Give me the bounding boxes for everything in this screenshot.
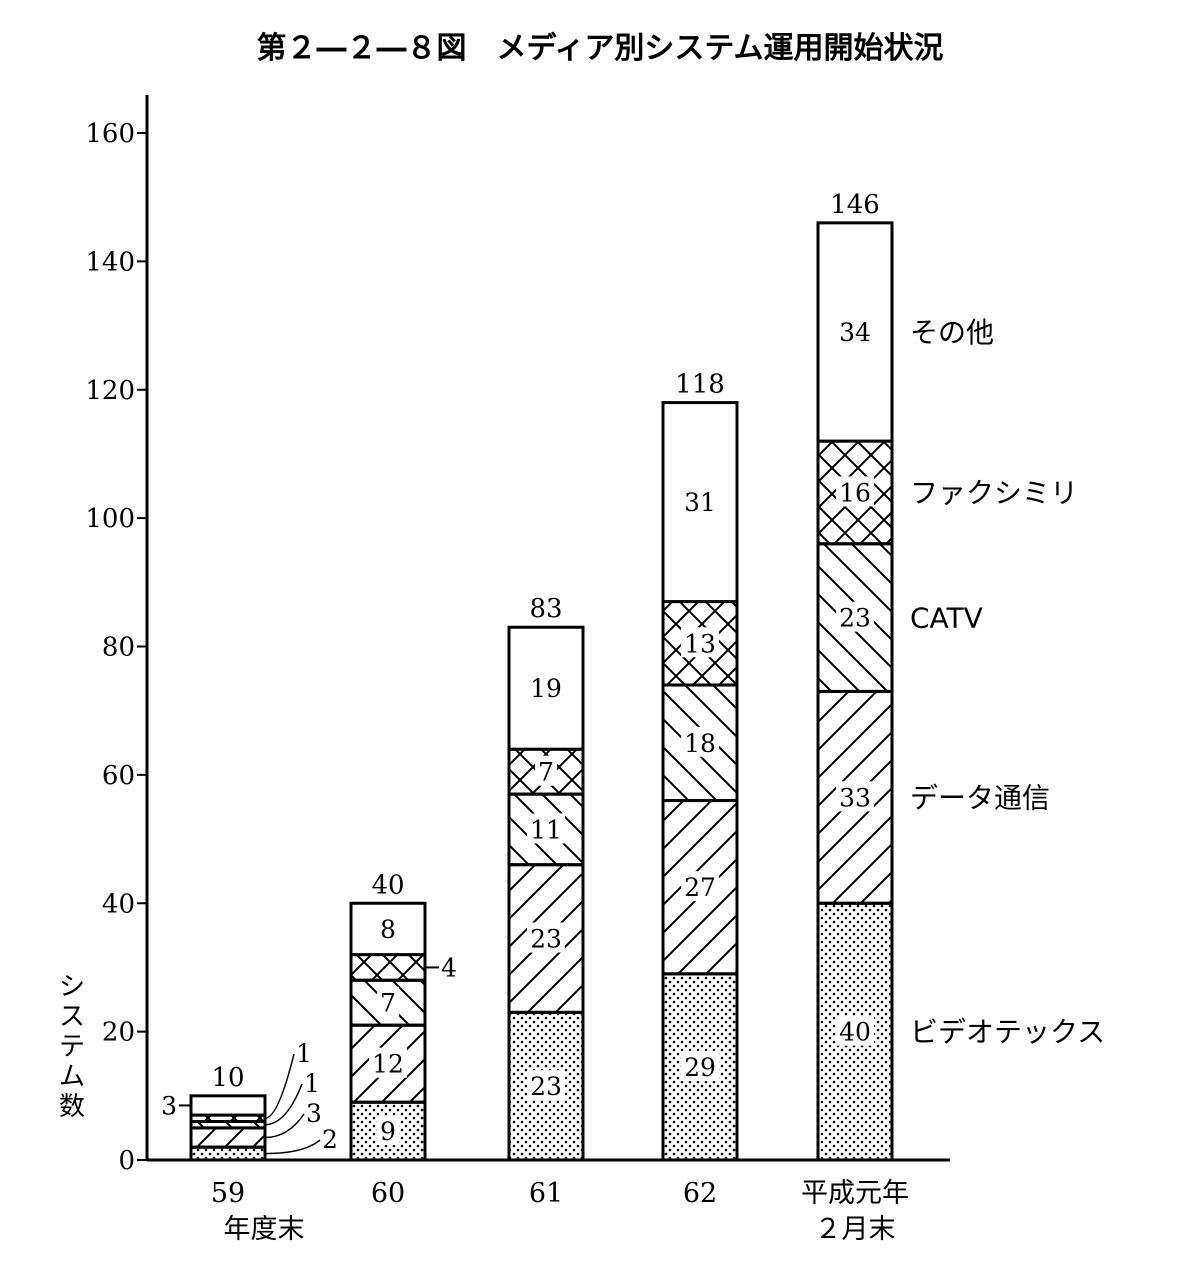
leader-line	[264, 1113, 305, 1139]
legend-label: その他	[910, 316, 994, 349]
segment-value-label: 7	[380, 989, 396, 1018]
bar-segment	[349, 953, 427, 982]
y-tick-label: 20	[102, 1018, 135, 1048]
leader-line	[264, 1083, 303, 1126]
label-background	[681, 627, 719, 658]
legend-label: ビデオテックス	[910, 1016, 1105, 1049]
legend-label: データ通信	[910, 781, 1050, 814]
segment-value-label: 2	[322, 1125, 338, 1154]
y-axis-label-char: シ	[59, 972, 85, 1002]
label-background	[527, 1070, 565, 1101]
segment-value-label: 34	[839, 318, 871, 347]
label-background	[681, 726, 719, 757]
segment-value-label: 3	[306, 1099, 322, 1128]
x-category-label: ２月末	[815, 1214, 896, 1245]
bar-total-label: 146	[830, 190, 880, 220]
label-background	[681, 871, 719, 902]
y-axis-label-char: テ	[59, 1032, 85, 1062]
segment-value-label: 23	[839, 604, 871, 633]
y-axis-label-char: ス	[59, 1002, 85, 1032]
x-category-label: 平成元年	[801, 1178, 909, 1209]
segment-value-label: 23	[530, 1072, 562, 1101]
label-background	[836, 1015, 874, 1046]
bar-total-label: 118	[675, 370, 725, 400]
label-background	[527, 922, 565, 953]
label-background	[527, 672, 565, 703]
y-tick-label: 60	[102, 761, 135, 791]
bar-segment	[661, 401, 739, 604]
segment-value-label: 12	[372, 1050, 404, 1079]
bar-total-label: 83	[529, 594, 562, 624]
y-tick-label: 40	[102, 889, 135, 919]
leader-line	[264, 1139, 321, 1155]
y-axis-label-char: ム	[59, 1062, 85, 1092]
segment-value-label: 31	[684, 488, 716, 517]
bar-segment	[189, 1126, 267, 1149]
segment-value-label: 1	[296, 1039, 312, 1068]
data-labels: 3113210912748402323117198329271813311184…	[161, 190, 880, 1155]
x-category-label: 年度末	[224, 1214, 305, 1245]
label-background	[369, 1047, 407, 1078]
x-category-label: 61	[529, 1178, 563, 1209]
segment-value-label: 33	[839, 783, 871, 812]
segment-value-label: 29	[684, 1053, 716, 1082]
label-background	[681, 486, 719, 517]
legend-label: ファクシミリ	[910, 476, 1078, 509]
y-tick-label: 80	[102, 633, 135, 663]
segment-value-label: 16	[839, 478, 871, 507]
segment-value-label: 19	[530, 674, 562, 703]
leader-line	[264, 1053, 295, 1120]
chart-title: 第２―２―８図 メディア別システム運用開始状況	[257, 31, 944, 66]
label-background	[377, 1115, 399, 1146]
bar-segment	[661, 600, 739, 687]
x-category-label: 60	[371, 1178, 405, 1209]
bar-total-label: 40	[371, 870, 404, 900]
segment-value-label: 7	[538, 758, 554, 787]
label-background	[836, 315, 874, 346]
label-background	[535, 755, 557, 786]
y-axis-label-char: 数	[59, 1092, 85, 1122]
segment-value-label: 8	[380, 915, 396, 944]
y-tick-label: 120	[85, 376, 135, 406]
x-axis-categories: 59 年度末 60 61 62 平成元年 ２月末	[211, 1178, 909, 1245]
segment-value-label: 9	[380, 1117, 396, 1146]
segment-value-label: 27	[684, 873, 716, 902]
label-background	[836, 476, 874, 507]
label-background	[527, 813, 565, 844]
x-category-label: 62	[683, 1178, 717, 1209]
y-tick-label: 100	[85, 504, 135, 534]
label-background	[377, 986, 399, 1017]
segment-value-label: 4	[441, 953, 457, 982]
bar-total-label: 10	[211, 1063, 244, 1093]
segment-value-label: 18	[684, 729, 716, 758]
segment-value-label: 11	[530, 815, 562, 844]
x-category-label: 59	[211, 1178, 245, 1209]
bar-segment	[189, 1094, 267, 1117]
segment-value-label: 1	[304, 1069, 320, 1098]
y-tick-label: 160	[85, 119, 135, 149]
segment-value-label: 3	[161, 1091, 177, 1120]
y-tick-label: 140	[85, 247, 135, 277]
segment-value-label: 13	[684, 629, 716, 658]
label-background	[681, 1050, 719, 1081]
legend-label: CATV	[910, 602, 983, 635]
segment-value-label: 23	[530, 925, 562, 954]
label-background	[377, 912, 399, 943]
segment-value-label: 40	[839, 1018, 871, 1047]
bars	[189, 221, 894, 1162]
label-background	[836, 601, 874, 632]
bar-segment	[507, 625, 585, 751]
y-tick-label: 0	[118, 1146, 135, 1176]
label-background	[836, 781, 874, 812]
bar-segment	[189, 1145, 267, 1162]
